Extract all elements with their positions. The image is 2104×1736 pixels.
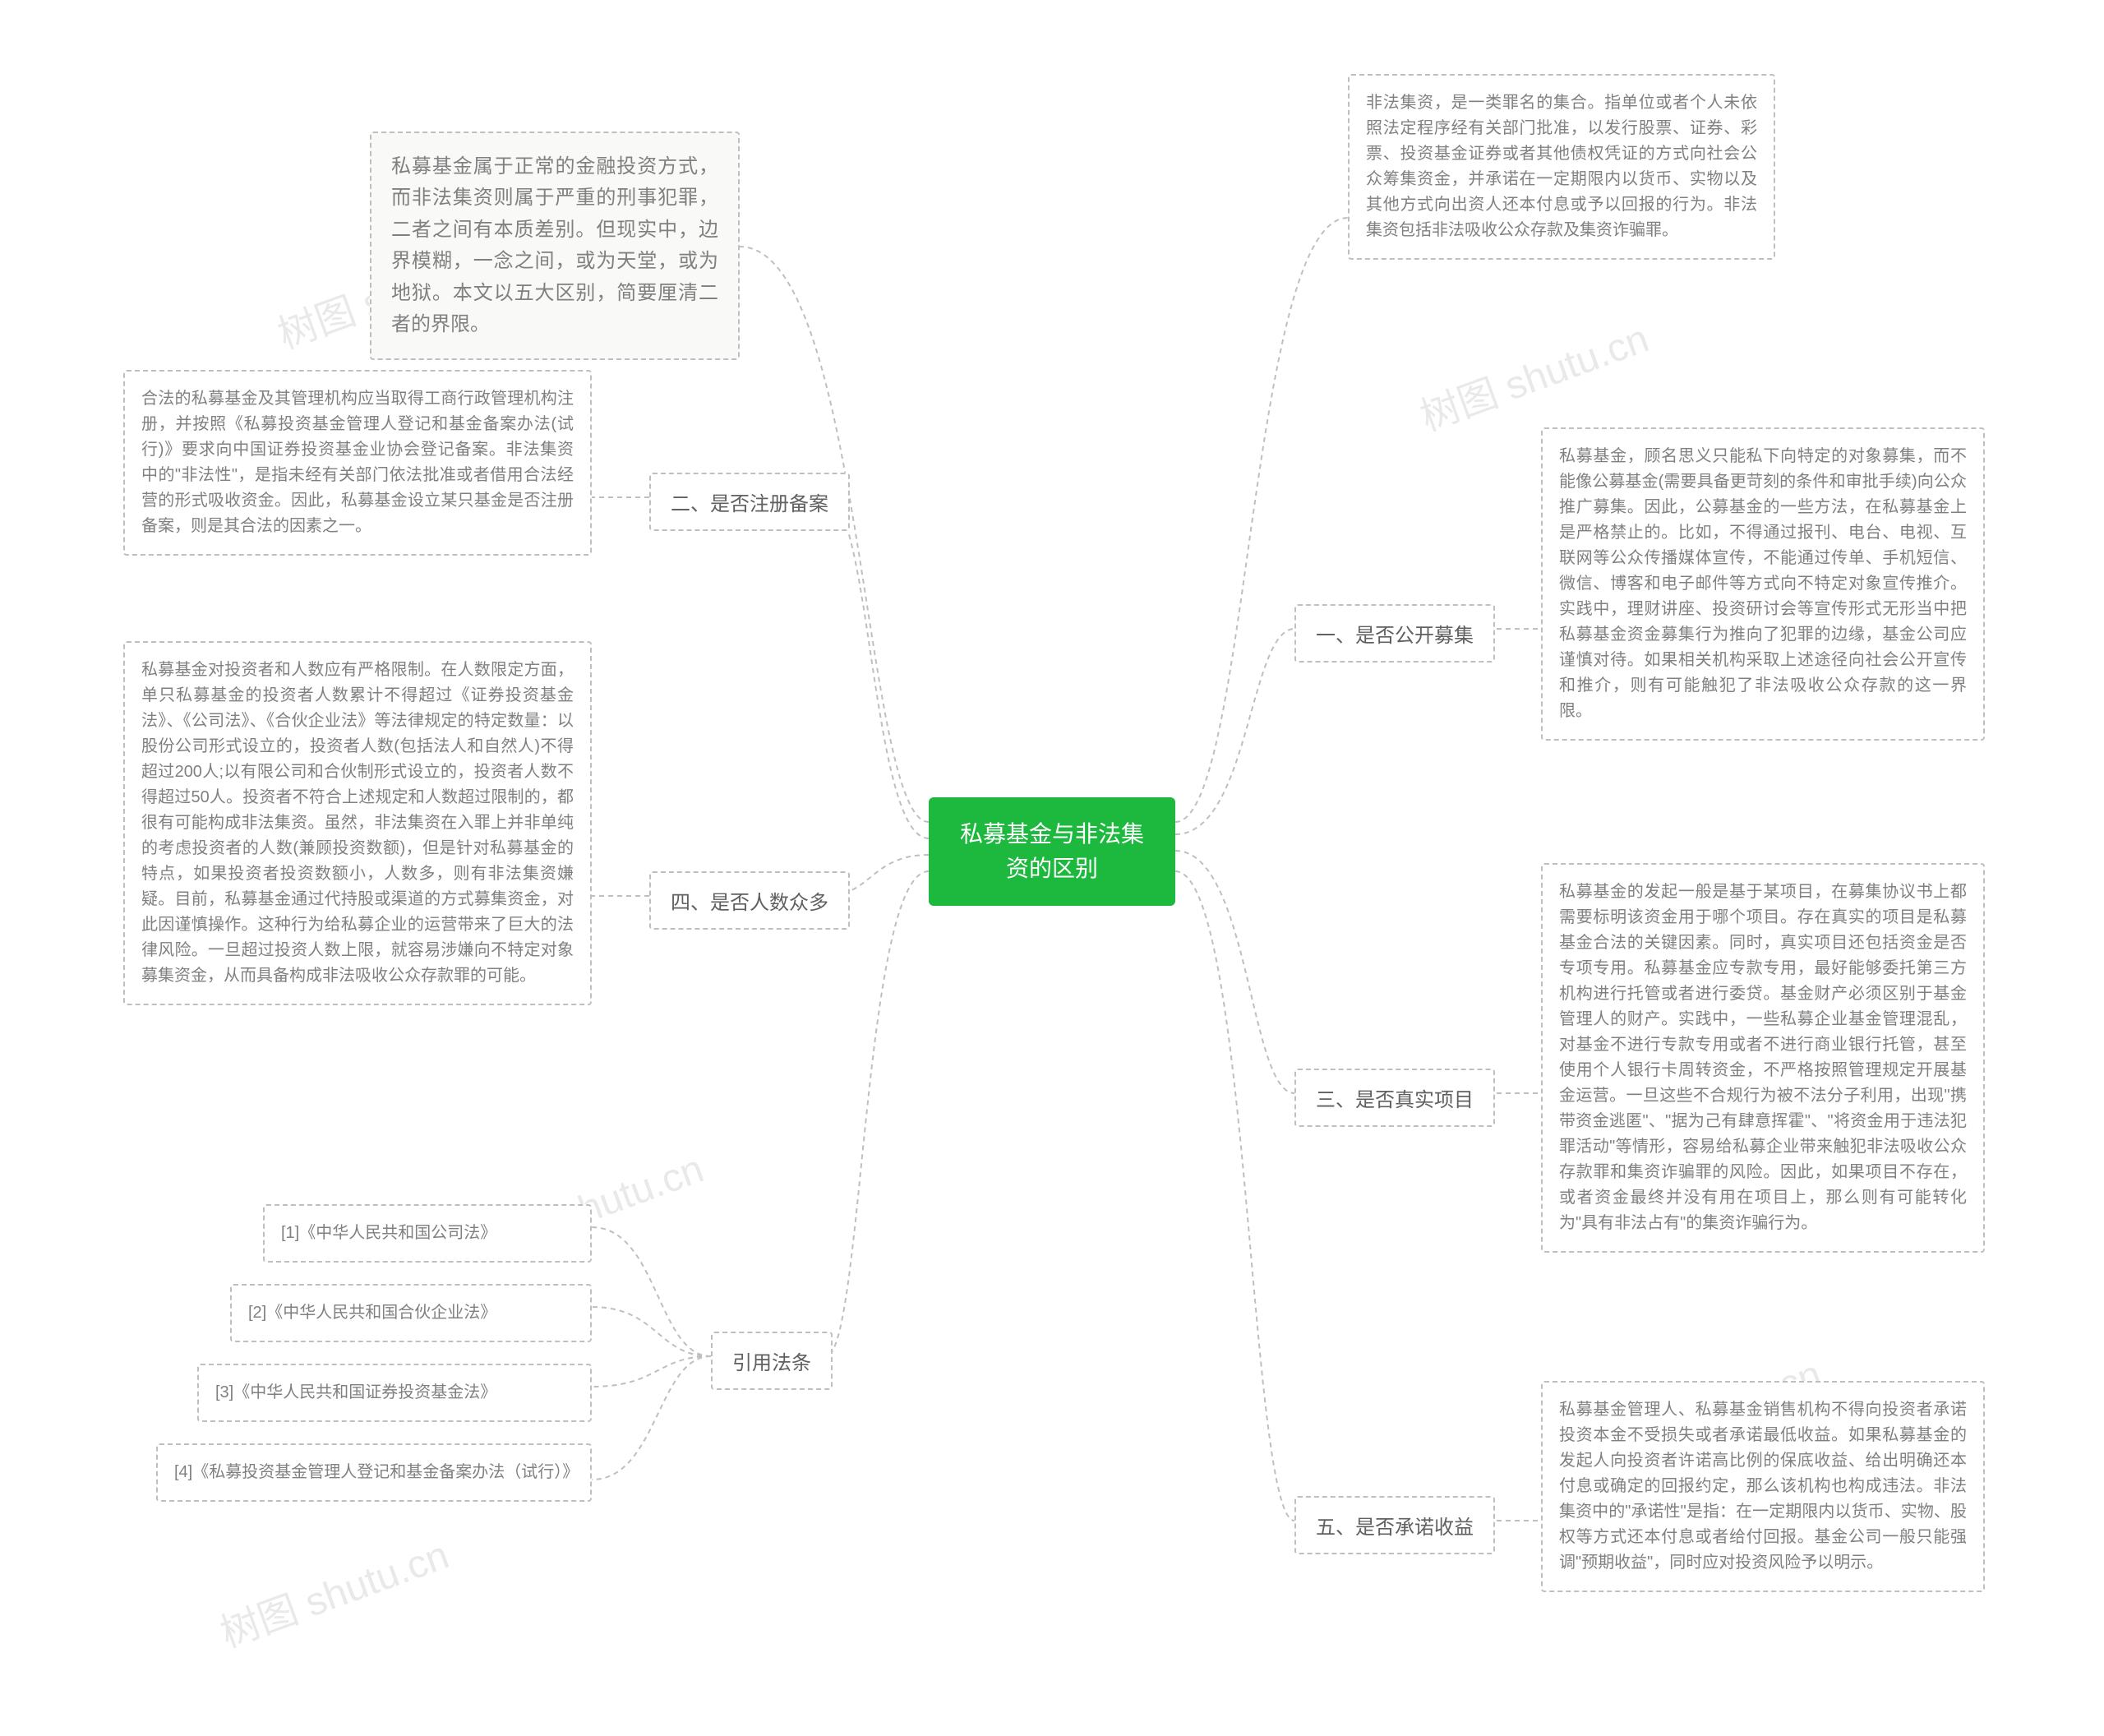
leaf-section-3: 私募基金的发起一般是基于某项目，在募集协议书上都需要标明该资金用于哪个项目。存在… (1541, 863, 1985, 1253)
leaf-law-4: [4]《私募投资基金管理人登记和基金备案办法（试行）》 (156, 1443, 592, 1502)
leaf-section-5: 私募基金管理人、私募基金销售机构不得向投资者承诺投资本金不受损失或者承诺最低收益… (1541, 1381, 1985, 1592)
leaf-section-4: 私募基金对投资者和人数应有严格限制。在人数限定方面，单只私募基金的投资者人数累计… (123, 641, 592, 1005)
leaf-law-1: [1]《中华人民共和国公司法》 (263, 1204, 592, 1263)
branch-section-5: 五、是否承诺收益 (1294, 1496, 1495, 1554)
branch-section-3: 三、是否真实项目 (1294, 1069, 1495, 1127)
leaf-section-2: 合法的私募基金及其管理机构应当取得工商行政管理机构注册，并按照《私募投资基金管理… (123, 370, 592, 556)
intro-right-leaf: 非法集资，是一类罪名的集合。指单位或者个人未依照法定程序经有关部门批准，以发行股… (1348, 74, 1775, 260)
branch-section-2: 二、是否注册备案 (649, 473, 850, 531)
leaf-section-1: 私募基金，顾名思义只能私下向特定的对象募集，而不能像公募基金(需要具备更苛刻的条… (1541, 427, 1985, 741)
leaf-law-3: [3]《中华人民共和国证券投资基金法》 (197, 1364, 592, 1422)
center-topic: 私募基金与非法集资的区别 (929, 797, 1175, 906)
branch-laws: 引用法条 (711, 1332, 833, 1390)
watermark: 树图 shutu.cn (211, 1522, 455, 1658)
watermark: 树图 shutu.cn (1411, 306, 1655, 441)
branch-section-1: 一、是否公开募集 (1294, 604, 1495, 663)
branch-section-4: 四、是否人数众多 (649, 871, 850, 930)
leaf-law-2: [2]《中华人民共和国合伙企业法》 (230, 1284, 592, 1342)
intro-left-leaf: 私募基金属于正常的金融投资方式，而非法集资则属于严重的刑事犯罪，二者之间有本质差… (370, 132, 740, 360)
